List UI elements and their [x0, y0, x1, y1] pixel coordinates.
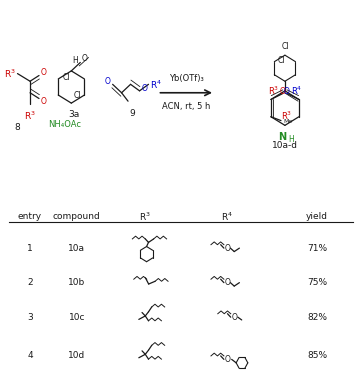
Text: Cl: Cl	[73, 90, 81, 100]
Text: O: O	[105, 77, 111, 86]
Text: 10b: 10b	[68, 278, 85, 287]
Text: 2: 2	[27, 278, 33, 287]
Text: ACN, rt, 5 h: ACN, rt, 5 h	[162, 102, 210, 111]
Text: 75%: 75%	[307, 278, 327, 287]
Text: NH₄OAc: NH₄OAc	[48, 120, 81, 129]
Text: 82%: 82%	[307, 313, 327, 322]
Text: $\mathsf{R^4}$: $\mathsf{R^4}$	[291, 85, 302, 97]
Text: H: H	[72, 56, 78, 65]
Text: Cl: Cl	[278, 56, 286, 65]
Text: H: H	[288, 135, 294, 144]
Text: 71%: 71%	[307, 244, 327, 253]
Text: 85%: 85%	[307, 351, 327, 360]
Text: O: O	[284, 87, 290, 95]
Text: $\mathsf{R^4}$: $\mathsf{R^4}$	[222, 211, 234, 223]
Text: O: O	[232, 313, 238, 322]
Text: 10a-d: 10a-d	[272, 141, 298, 150]
Text: compound: compound	[53, 212, 101, 221]
Text: $\mathsf{R^3}$: $\mathsf{R^3}$	[24, 110, 36, 122]
Text: 4: 4	[27, 351, 33, 360]
Text: Cl: Cl	[62, 72, 70, 82]
Text: Me: Me	[283, 119, 292, 124]
Text: O: O	[82, 54, 88, 63]
Text: 3a: 3a	[69, 110, 80, 119]
Text: 10d: 10d	[68, 351, 85, 360]
Text: Cl: Cl	[281, 42, 289, 51]
Text: O: O	[280, 87, 286, 95]
Text: entry: entry	[18, 212, 42, 221]
Text: O: O	[41, 68, 47, 77]
Text: O: O	[224, 244, 230, 253]
Text: O: O	[225, 355, 231, 364]
Text: $\mathsf{R^3}$: $\mathsf{R^3}$	[268, 85, 279, 97]
Text: 3: 3	[27, 313, 33, 322]
Text: 10c: 10c	[69, 313, 85, 322]
Text: 9: 9	[130, 109, 135, 118]
Text: $\mathsf{R^3}$: $\mathsf{R^3}$	[139, 211, 151, 223]
Text: $\mathsf{R^4}$: $\mathsf{R^4}$	[150, 78, 162, 90]
Text: $\mathsf{R^3}$: $\mathsf{R^3}$	[4, 67, 16, 80]
Text: O: O	[141, 84, 147, 93]
Text: Yb(OTf)₃: Yb(OTf)₃	[169, 74, 204, 83]
Text: O: O	[224, 278, 230, 287]
Text: N: N	[278, 132, 286, 142]
Text: O: O	[41, 97, 47, 106]
Text: yield: yield	[306, 212, 328, 221]
Text: $\mathsf{R^3}$: $\mathsf{R^3}$	[280, 110, 292, 122]
Text: 8: 8	[14, 124, 20, 132]
Text: 10a: 10a	[68, 244, 85, 253]
Text: 1: 1	[27, 244, 33, 253]
